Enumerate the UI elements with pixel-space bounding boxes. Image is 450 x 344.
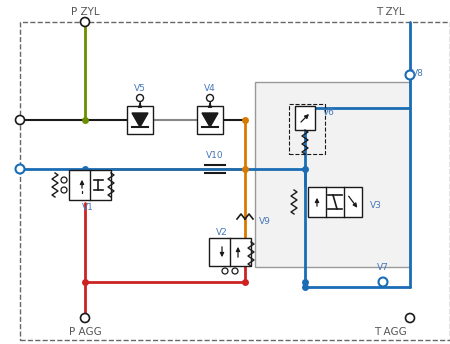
Text: V8: V8 <box>412 68 424 77</box>
Circle shape <box>136 95 144 101</box>
Text: P ZYL: P ZYL <box>71 7 99 17</box>
Circle shape <box>378 278 387 287</box>
Bar <box>255 82 410 267</box>
Bar <box>69 170 111 200</box>
Bar <box>209 238 251 266</box>
Bar <box>295 106 315 130</box>
Circle shape <box>232 268 238 274</box>
Text: V4: V4 <box>204 84 216 93</box>
Circle shape <box>405 71 414 79</box>
Circle shape <box>207 95 213 101</box>
Circle shape <box>61 177 67 183</box>
Text: T ZYL: T ZYL <box>376 7 404 17</box>
Polygon shape <box>132 113 148 127</box>
Text: V1: V1 <box>82 203 94 212</box>
Bar <box>308 187 362 217</box>
Circle shape <box>222 268 228 274</box>
Text: V9: V9 <box>259 216 271 226</box>
Circle shape <box>405 313 414 323</box>
Text: V10: V10 <box>206 151 224 160</box>
Circle shape <box>61 187 67 193</box>
Text: V5: V5 <box>134 84 146 93</box>
Text: T AGG: T AGG <box>374 327 406 337</box>
Text: V3: V3 <box>370 201 382 209</box>
Circle shape <box>81 18 90 26</box>
Bar <box>289 104 325 154</box>
Text: P AGG: P AGG <box>69 327 101 337</box>
Circle shape <box>81 313 90 323</box>
Polygon shape <box>202 113 218 127</box>
Circle shape <box>15 164 24 173</box>
Text: V7: V7 <box>377 264 389 272</box>
Text: V6: V6 <box>323 108 335 117</box>
Bar <box>197 106 223 134</box>
Bar <box>127 106 153 134</box>
Text: V2: V2 <box>216 227 228 237</box>
Circle shape <box>15 116 24 125</box>
